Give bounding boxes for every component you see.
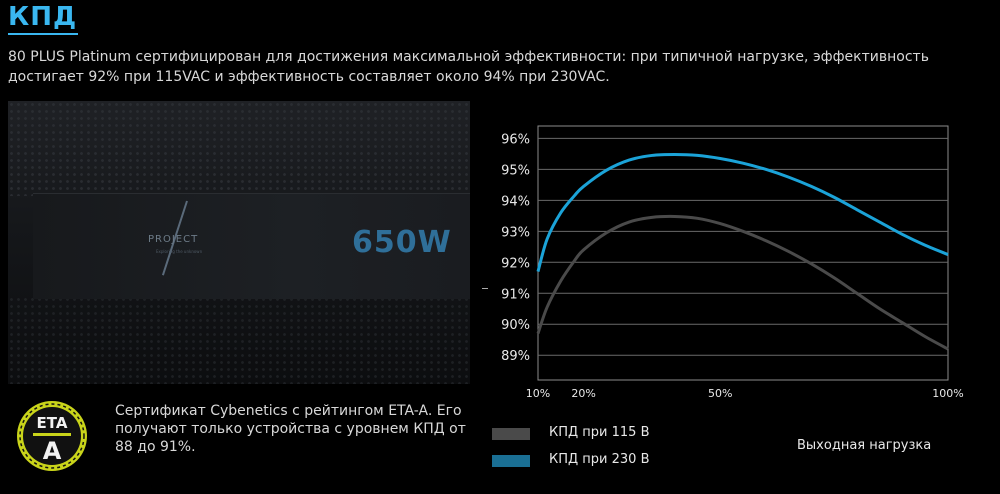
legend-label-230v: КПД при 230 В	[549, 452, 650, 467]
badge-top-text: ETA	[37, 414, 68, 432]
title-underline	[8, 33, 78, 35]
y-tick-label: 92%	[501, 256, 530, 271]
grid-lines	[538, 137, 948, 356]
y-tick-label: 95%	[501, 163, 530, 178]
y-tick-labels: 89% 90% 91% 92% 93% 94% 95% 96%	[501, 132, 530, 364]
wattage-label: 650W	[352, 225, 452, 260]
legend-swatch-230v	[492, 455, 530, 467]
top-grille	[8, 101, 470, 196]
series-line-230v	[536, 152, 949, 272]
y-tick-label: 94%	[501, 194, 530, 209]
brand-text: PROJECT	[148, 234, 199, 245]
y-tick-label: 93%	[501, 225, 530, 240]
series-lines	[536, 152, 949, 351]
x-tick-label: 10%	[526, 387, 550, 400]
brand-tagline: Exploring the unknown	[156, 249, 203, 254]
badge-grade-text: A	[43, 437, 62, 465]
x-tick-label: 100%	[932, 387, 963, 400]
y-tick-label: 90%	[501, 318, 530, 333]
badge-divider	[33, 433, 71, 436]
legend-label-115v: КПД при 115 В	[549, 425, 650, 440]
intro-text: 80 PLUS Platinum сертифицирован для дост…	[8, 49, 929, 85]
y-tick-label: 89%	[501, 349, 530, 364]
eta-a-badge-icon: ETA A	[17, 401, 87, 471]
x-tick-label: 50%	[708, 387, 732, 400]
y-tick-label: 91%	[501, 287, 530, 302]
x-tick-labels: 10% 20% 50% 100%	[526, 387, 964, 400]
divider-mark	[482, 288, 488, 289]
y-tick-label: 96%	[501, 132, 530, 147]
product-photo: PROJECT Exploring the unknown 650W	[8, 101, 470, 384]
series-line-115v	[536, 214, 949, 351]
bottom-grille	[8, 296, 470, 384]
legend-swatch-115v	[492, 428, 530, 440]
efficiency-chart: 89% 90% 91% 92% 93% 94% 95% 96% 10% 20% 50% 100%	[501, 125, 964, 400]
x-axis-label: Выходная нагрузка	[797, 438, 932, 453]
x-tick-label: 20%	[571, 387, 595, 400]
certificate-text: Сертификат Cybenetics с рейтингом ETA-A.…	[115, 403, 466, 455]
badge-chain-ring	[19, 403, 85, 469]
label-panel	[33, 193, 470, 299]
page-title: КПД	[8, 2, 78, 32]
